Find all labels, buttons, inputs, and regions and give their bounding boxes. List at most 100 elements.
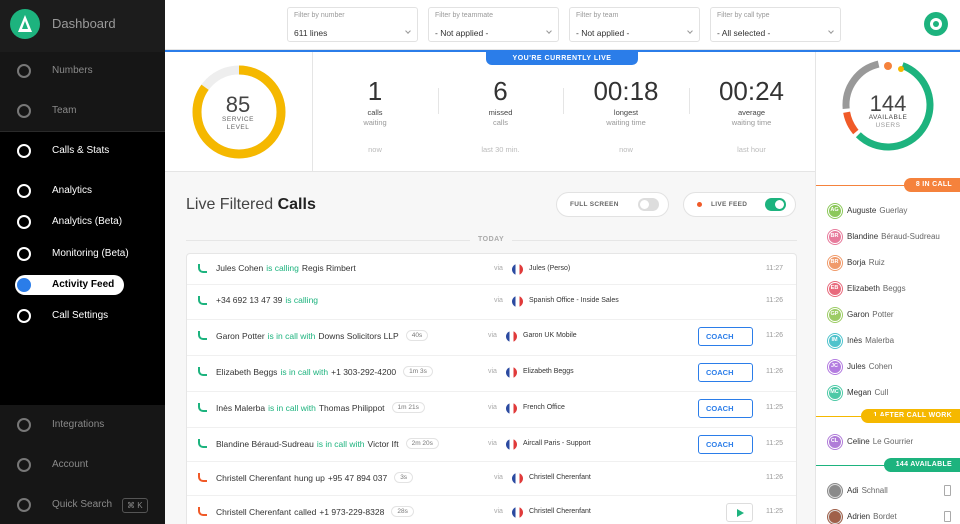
filter-value: - Not applied - <box>576 28 630 38</box>
duration: 2m 20s <box>405 438 439 449</box>
last-name: Béraud-Sudreau <box>881 232 940 241</box>
last-name: Schnall <box>861 486 888 495</box>
user-name[interactable]: Garon Potter <box>847 310 894 319</box>
stat-value: 00:24 <box>718 76 785 106</box>
divider <box>312 52 313 172</box>
service-value: 85 <box>225 92 251 117</box>
time: 11:25 <box>766 440 783 447</box>
play-button[interactable] <box>726 503 753 522</box>
duration: 1m 21s <box>391 402 425 413</box>
coach-button[interactable]: COACH <box>698 399 753 418</box>
nav-icon[interactable] <box>17 418 31 432</box>
avatar: GP <box>828 308 842 322</box>
nav-icon[interactable] <box>17 104 31 118</box>
last-name: Guerlay <box>879 206 908 215</box>
users-gauge <box>842 59 934 151</box>
nav-icon[interactable] <box>17 458 31 472</box>
target: +1 303-292-4200 <box>331 366 397 377</box>
help-button[interactable] <box>923 11 949 37</box>
filter[interactable]: Filter by call type - All selected - <box>710 7 841 42</box>
nav-item[interactable]: Calls & Stats <box>52 145 110 156</box>
nav-item[interactable]: Analytics (Beta) <box>52 216 123 227</box>
phone-icon <box>198 403 207 412</box>
nav-item[interactable]: Team <box>52 105 77 116</box>
service-gauge <box>192 65 286 159</box>
flag <box>506 331 517 342</box>
stat-label: average <box>737 108 766 117</box>
coach-button[interactable]: COACH <box>698 327 753 346</box>
toggle-switch[interactable] <box>765 198 786 211</box>
via: via <box>494 265 503 272</box>
first-name: Auguste <box>847 206 877 215</box>
first-name: Blandine <box>847 232 879 241</box>
flag <box>512 507 523 518</box>
logo <box>10 9 40 39</box>
row-divider <box>187 427 796 428</box>
nav-icon[interactable] <box>17 184 31 198</box>
chevron <box>405 28 411 34</box>
toggle-box[interactable]: FULL SCREEN <box>556 192 669 217</box>
last-name: Beggs <box>882 284 906 293</box>
user-name[interactable]: Adrien Bordet <box>847 512 897 521</box>
last-name: Potter <box>872 310 894 319</box>
flag <box>506 367 517 378</box>
user-name[interactable]: Celine Le Gourrier <box>847 437 913 446</box>
toggle-label: FULL SCREEN <box>570 201 619 208</box>
nav-item[interactable]: Analytics <box>52 185 93 196</box>
user-name[interactable]: Elizabeth Beggs <box>847 284 906 293</box>
user-name[interactable]: Blandine Béraud-Sudreau <box>847 232 940 241</box>
nav-item[interactable]: Monitoring (Beta) <box>52 248 129 259</box>
stat-label: missed <box>488 108 513 117</box>
toggle-box[interactable]: LIVE FEED <box>683 192 796 217</box>
line-name: Elizabeth Beggs <box>523 368 574 375</box>
toggle-switch[interactable] <box>638 198 659 211</box>
nav-icon[interactable] <box>17 309 31 323</box>
user-name[interactable]: Borja Ruiz <box>847 258 885 267</box>
group-label: 1 AFTER CALL WORK <box>861 409 960 423</box>
available-value: 144 <box>869 91 907 116</box>
service-label: SERVICE <box>222 116 254 123</box>
nav-icon[interactable] <box>17 278 31 292</box>
time: 11:26 <box>766 297 783 304</box>
coach-button[interactable]: COACH <box>698 435 753 454</box>
action: is in call with <box>267 330 316 341</box>
first-name: Elizabeth <box>847 284 880 293</box>
target: Regis Rimbert <box>301 263 356 273</box>
stat-value: 6 <box>493 76 508 106</box>
row-divider <box>187 319 796 320</box>
line-name: French Office <box>523 404 565 411</box>
group-label: 144 AVAILABLE <box>883 458 960 472</box>
last-name: Le Gourrier <box>872 437 914 446</box>
user-name[interactable]: Auguste Guerlay <box>847 206 907 215</box>
stat-label: calls <box>492 118 508 127</box>
nav-icon[interactable] <box>17 144 31 158</box>
user-name[interactable]: Adi Schnall <box>847 486 888 495</box>
user-name[interactable]: Inès Malerba <box>847 336 894 345</box>
nav-icon[interactable] <box>17 215 31 229</box>
nav-item[interactable]: Quick Search <box>52 499 113 510</box>
stat-label: waiting <box>363 118 387 127</box>
nav-item[interactable]: Call Settings <box>52 310 109 321</box>
time: 11:27 <box>766 265 783 272</box>
first-name: Jules <box>847 362 866 371</box>
nav-icon[interactable] <box>17 64 31 78</box>
time: 11:26 <box>766 368 783 375</box>
user-name[interactable]: Jules Cohen <box>847 362 892 371</box>
last-name: Ruiz <box>868 258 885 267</box>
action: called <box>294 506 317 517</box>
nav-item[interactable]: Integrations <box>52 419 105 430</box>
filter-value: 611 lines <box>294 28 328 38</box>
first-name: Celine <box>847 437 870 446</box>
nav-icon[interactable] <box>17 247 31 261</box>
nav-item[interactable]: Numbers <box>52 65 93 76</box>
filter[interactable]: Filter by number 611 lines <box>287 7 418 42</box>
user-name[interactable]: Megan Cull <box>847 388 888 397</box>
filter[interactable]: Filter by teammate - Not applied - <box>428 7 559 42</box>
nav-item[interactable]: Account <box>52 459 89 470</box>
first-name: Megan <box>847 388 872 397</box>
nav-item[interactable]: Activity Feed <box>52 279 115 290</box>
filter[interactable]: Filter by team - Not applied - <box>569 7 700 42</box>
coach-button[interactable]: COACH <box>698 363 753 382</box>
available-label: USERS <box>875 122 901 129</box>
nav-icon[interactable] <box>17 498 31 512</box>
